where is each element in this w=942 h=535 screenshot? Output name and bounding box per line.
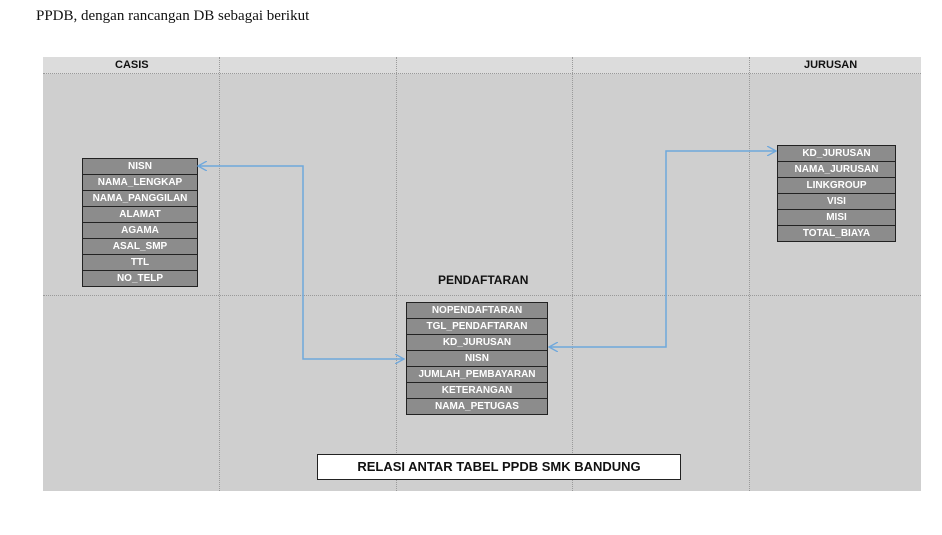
pendaftaran-title: PENDAFTARAN <box>438 273 529 287</box>
field-row: ASAL_SMP <box>83 239 197 255</box>
field-row: NAMA_JURUSAN <box>778 162 895 178</box>
diagram-caption: RELASI ANTAR TABEL PPDB SMK BANDUNG <box>317 454 681 480</box>
field-row: JUMLAH_PEMBAYARAN <box>407 367 547 383</box>
connector-kd-jurusan <box>549 151 776 347</box>
field-row: AGAMA <box>83 223 197 239</box>
field-row: MISI <box>778 210 895 226</box>
relationship-connectors <box>43 57 921 491</box>
pendaftaran-table: NOPENDAFTARAN TGL_PENDAFTARAN KD_JURUSAN NI… <box>406 302 548 415</box>
field-row: TOTAL_BIAYA <box>778 226 895 242</box>
field-row: TGL_PENDAFTARAN <box>407 319 547 335</box>
casis-table: NISN NAMA_LENGKAP NAMA_PANGGILAN ALAMAT AGAM… <box>82 158 198 287</box>
connector-nisn <box>198 166 404 359</box>
field-row: NISN <box>407 351 547 367</box>
field-row: NAMA_PETUGAS <box>407 399 547 415</box>
field-row: NISN <box>83 159 197 175</box>
field-row: NO_TELP <box>83 271 197 287</box>
field-row: TTL <box>83 255 197 271</box>
grid-divider <box>43 295 921 296</box>
field-row: VISI <box>778 194 895 210</box>
casis-header: CASIS <box>115 59 149 71</box>
field-row: ALAMAT <box>83 207 197 223</box>
intro-text: PPDB, dengan rancangan DB sebagai beriku… <box>36 8 310 24</box>
jurusan-table: KD_JURUSAN NAMA_JURUSAN LINKGROUP VISI MISI T… <box>777 145 896 242</box>
field-row: KD_JURUSAN <box>778 146 895 162</box>
jurusan-header: JURUSAN <box>804 59 858 71</box>
field-row: KETERANGAN <box>407 383 547 399</box>
column-header-bar <box>43 57 921 74</box>
field-row: LINKGROUP <box>778 178 895 194</box>
field-row: NOPENDAFTARAN <box>407 303 547 319</box>
field-row: NAMA_LENGKAP <box>83 175 197 191</box>
erd-diagram: CASIS JURUSAN NISN NAMA_LENGKAP NAMA_PANGG… <box>43 57 921 491</box>
field-row: NAMA_PANGGILAN <box>83 191 197 207</box>
field-row: KD_JURUSAN <box>407 335 547 351</box>
